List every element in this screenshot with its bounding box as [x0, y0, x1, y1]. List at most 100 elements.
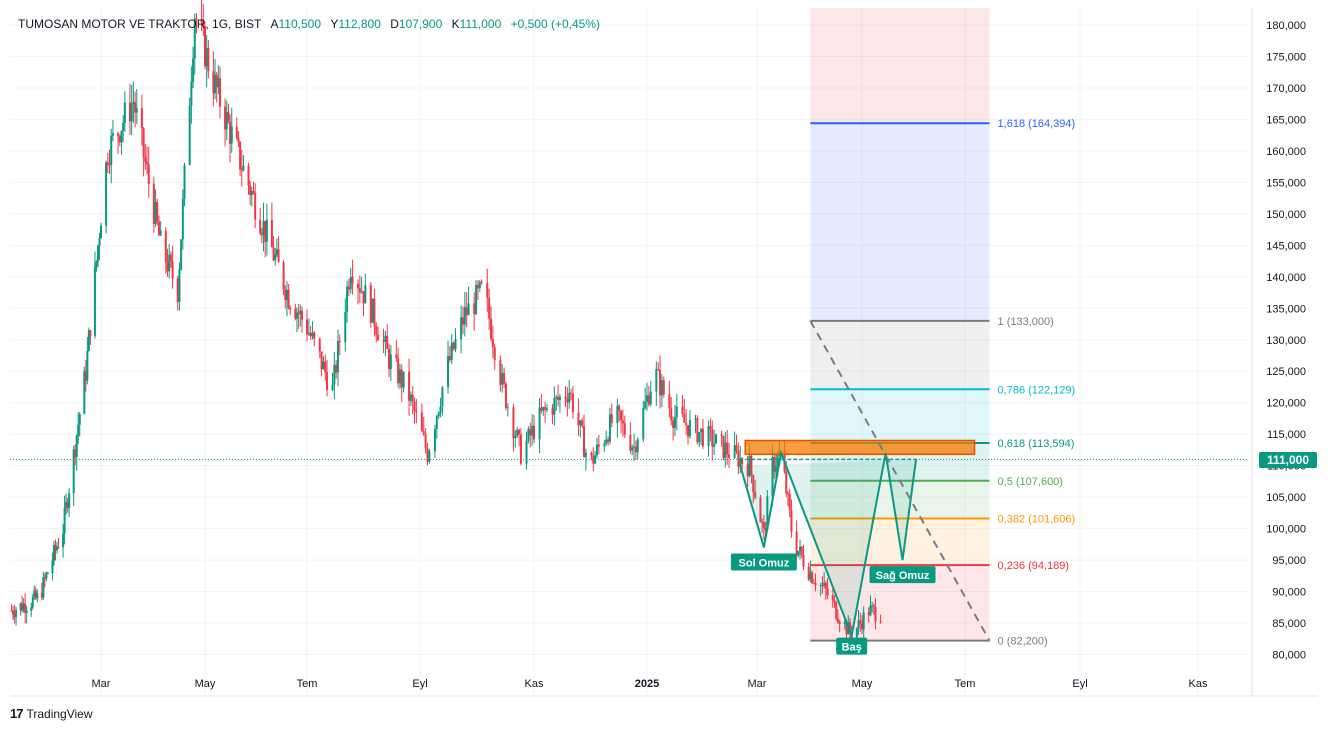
candle-body: [605, 439, 608, 444]
candle-body: [217, 78, 220, 88]
candle-body: [270, 219, 273, 248]
candle-body: [634, 446, 637, 453]
low-label: D: [390, 17, 399, 31]
candle-body: [259, 219, 262, 234]
candle-body: [202, 22, 205, 27]
trend-line: [809, 320, 991, 642]
candle-body: [21, 603, 24, 611]
candle-body: [225, 111, 228, 130]
candle-body: [623, 423, 626, 435]
candle-body: [373, 298, 376, 327]
candle-body: [748, 455, 751, 477]
candle-body: [63, 507, 66, 534]
candle-body: [408, 371, 411, 401]
candle-body: [190, 82, 193, 106]
candle-body: [181, 198, 184, 240]
candle-body: [673, 417, 676, 428]
candle-body: [621, 420, 624, 424]
price-tick-label: 95,000: [1272, 555, 1306, 567]
candle-body: [142, 128, 145, 157]
candle-body: [108, 164, 111, 166]
candle-body: [349, 277, 352, 290]
candle-body: [87, 330, 90, 351]
candle-body: [728, 454, 731, 458]
candle-body: [74, 449, 77, 457]
candle-body: [333, 364, 336, 385]
price-tick-label: 150,000: [1266, 209, 1306, 221]
candle-body: [491, 338, 494, 348]
candle-body: [398, 369, 401, 384]
time-tick-label: Tem: [955, 678, 976, 690]
candle-body: [592, 455, 595, 464]
candle-body: [823, 582, 826, 586]
candle-body: [326, 372, 329, 390]
candle-body: [581, 420, 584, 427]
candle-body: [557, 396, 560, 401]
candle-body: [447, 356, 450, 388]
time-tick-label: 2025: [635, 678, 659, 690]
candle-body: [96, 245, 99, 262]
head-shoulders-fill: [740, 453, 917, 636]
candle-body: [764, 528, 767, 530]
candle-body: [307, 332, 310, 335]
candle-body: [215, 74, 218, 88]
candle-body: [835, 602, 838, 619]
candle-body: [439, 406, 442, 413]
candle-body: [409, 394, 412, 401]
candle-body: [364, 285, 367, 304]
candle-body: [848, 622, 851, 634]
candle-body: [819, 584, 822, 586]
candle-body: [156, 202, 159, 222]
candle-body: [297, 312, 300, 315]
price-tick-label: 105,000: [1266, 492, 1306, 504]
candle-body: [389, 354, 392, 369]
candle-body: [746, 463, 749, 477]
candle-body: [833, 600, 836, 603]
close-value: 111,000: [459, 17, 502, 31]
candle-body: [826, 588, 829, 596]
candle-body: [377, 334, 380, 341]
candle-body: [95, 261, 98, 267]
candle-body: [229, 121, 232, 144]
candle-body: [144, 156, 147, 162]
candle-body: [683, 413, 686, 423]
candle-body: [867, 612, 870, 616]
candle-body: [672, 420, 675, 428]
candle-body: [771, 457, 774, 497]
candle-body: [646, 395, 648, 402]
candle-body: [347, 286, 350, 290]
time-axis[interactable]: Mar May Tem Eyl Kas 2025 Mar May Tem Eyl Kas: [92, 678, 1208, 690]
time-tick-label: Kas: [525, 678, 544, 690]
price-axis[interactable]: 80,000 85,000 90,000 95,000 100,000 105,000 11…: [1266, 20, 1306, 662]
candle-body: [752, 475, 755, 493]
candle-body: [631, 447, 634, 451]
candle-body: [714, 434, 717, 444]
candle-body: [597, 444, 600, 447]
candle-body: [331, 384, 334, 390]
candle-body: [503, 372, 506, 384]
candle-body: [750, 455, 753, 476]
candle-body: [426, 448, 429, 462]
tradingview-footer[interactable]: 17 TradingView: [10, 706, 93, 721]
candle-body: [478, 281, 481, 289]
candle-body: [450, 342, 453, 360]
candle-body: [726, 442, 729, 455]
fibonacci-zones: 0 (82,200) 0,236 (94,189) 0,382 (101,606) 0…: [810, 8, 1075, 648]
candle-body: [831, 595, 834, 601]
pattern-label: Sol Omuz: [730, 553, 797, 571]
candle-body: [754, 492, 757, 498]
candle-body: [454, 338, 457, 350]
candle-body: [814, 583, 817, 586]
candle-body: [86, 350, 89, 381]
low-value: 107,900: [398, 17, 443, 31]
candle-body: [159, 230, 162, 236]
candle-body: [501, 372, 504, 385]
candle-body: [30, 607, 33, 611]
candle-body: [812, 582, 815, 584]
fib-zone: [810, 389, 990, 444]
candle-body: [855, 628, 858, 642]
fib-level-label: 1,618 (164,394): [998, 118, 1076, 130]
candle-body: [120, 131, 123, 143]
candle-body: [111, 133, 114, 136]
